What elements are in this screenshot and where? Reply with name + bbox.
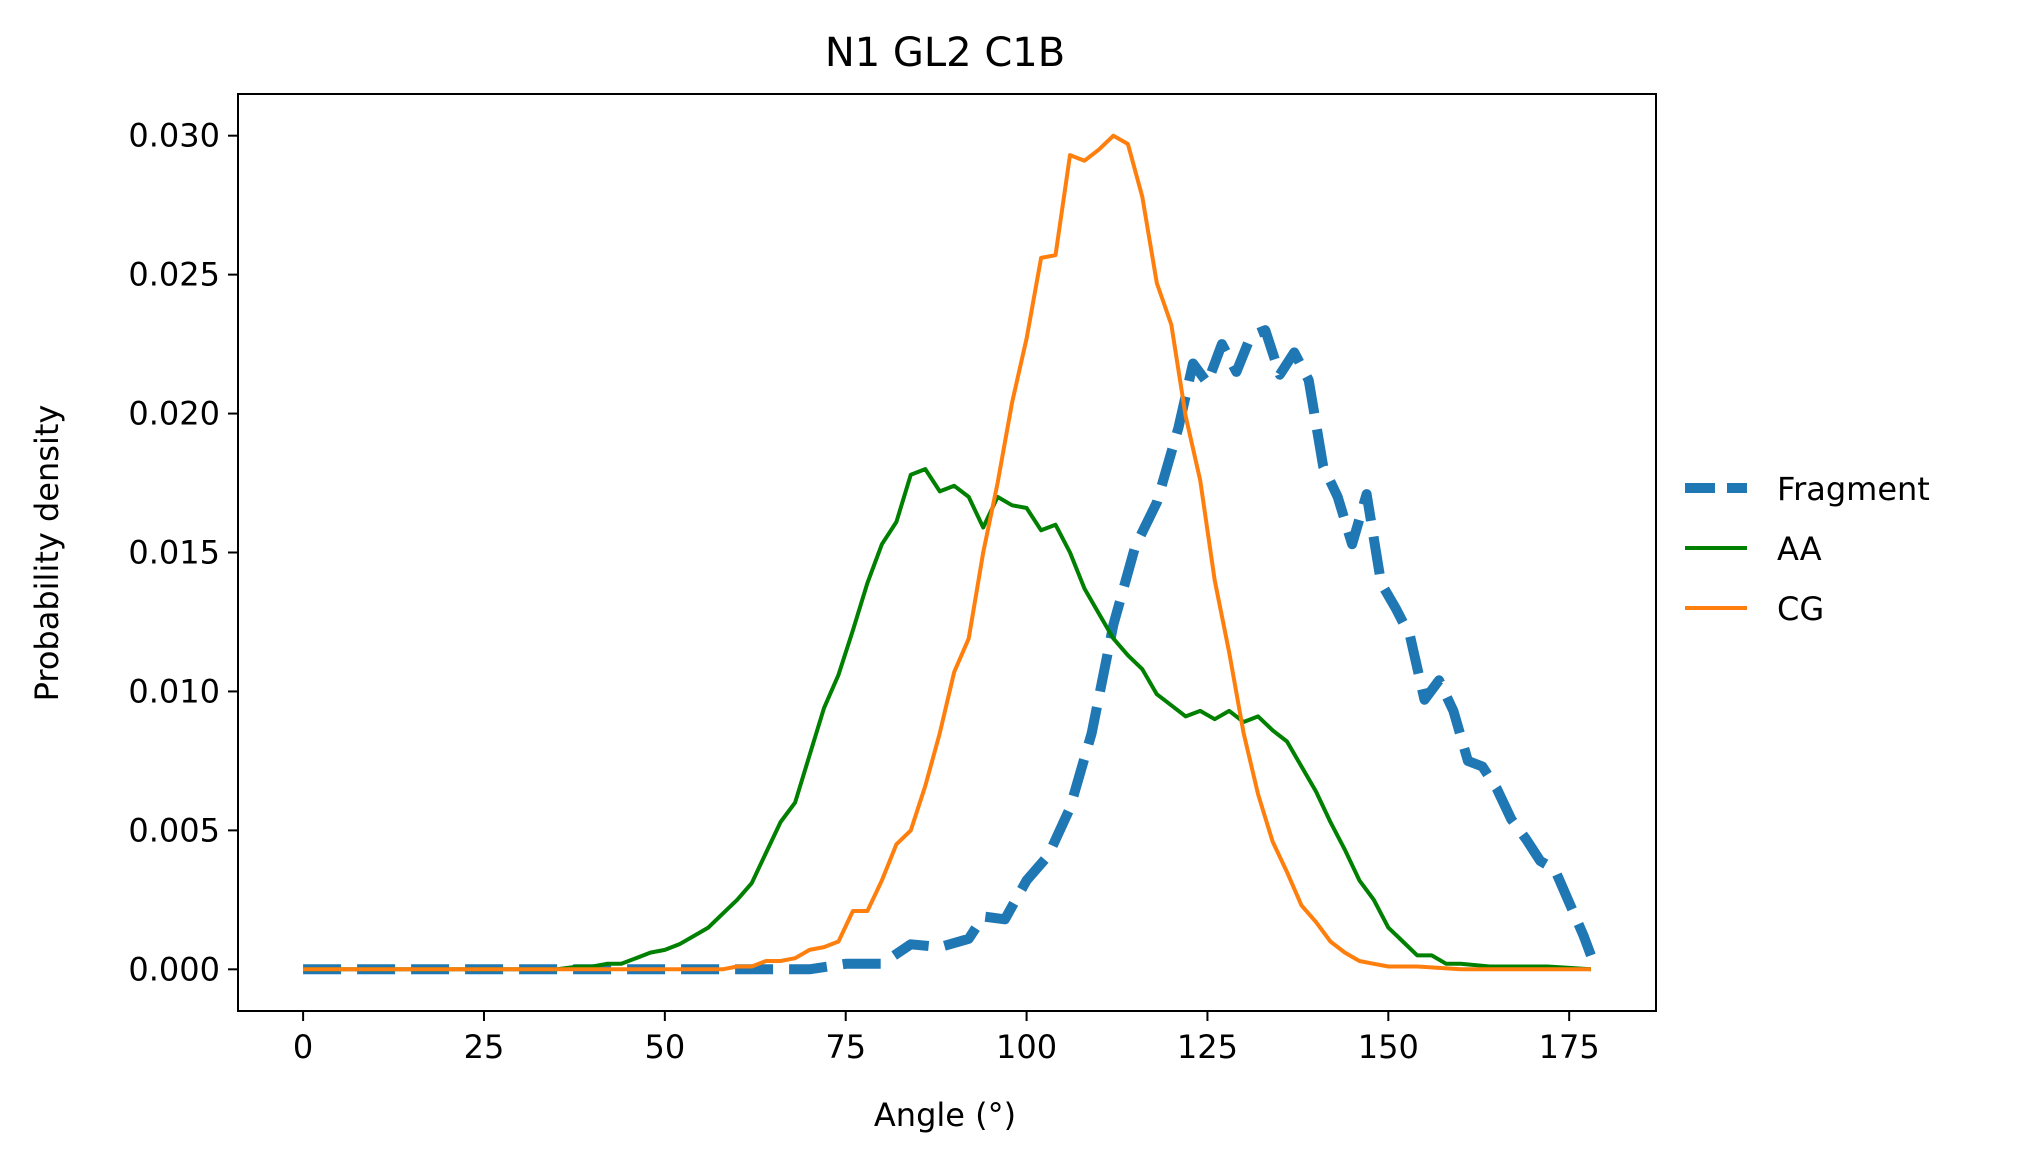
x-axis: 0 25 50 75 100 125 150 175 — [293, 1011, 1600, 1066]
legend-label-cg: CG — [1777, 590, 1824, 628]
y-tick-label: 0.015 — [128, 534, 220, 572]
x-tick-label: 75 — [825, 1028, 866, 1066]
y-tick-label: 0.010 — [128, 672, 220, 710]
y-axis-label: Probability density — [28, 405, 66, 702]
series-line-cg — [303, 133, 1591, 972]
series-line-aa — [303, 467, 1592, 972]
y-tick-label: 0.005 — [128, 811, 220, 849]
legend-label-fragment: Fragment — [1777, 470, 1930, 508]
x-tick-label: 25 — [464, 1028, 505, 1066]
series-layer — [303, 133, 1596, 975]
x-tick-label: 150 — [1358, 1028, 1419, 1066]
y-axis: 0.000 0.005 0.010 0.015 0.020 0.025 0.030 — [128, 117, 238, 988]
series-line-fragment — [303, 325, 1596, 975]
x-tick-label: 50 — [644, 1028, 685, 1066]
y-tick-label: 0.030 — [128, 117, 220, 155]
x-tick-label: 125 — [1177, 1028, 1238, 1066]
x-tick-label: 100 — [996, 1028, 1057, 1066]
legend-label-aa: AA — [1777, 530, 1822, 568]
y-tick-label: 0.020 — [128, 395, 220, 433]
chart-title: N1 GL2 C1B — [825, 30, 1065, 76]
legend: Fragment AA CG — [1685, 470, 1930, 628]
y-tick-label: 0.000 — [128, 950, 220, 988]
x-tick-label: 175 — [1539, 1028, 1600, 1066]
x-axis-label: Angle (°) — [874, 1096, 1016, 1134]
x-tick-label: 0 — [293, 1028, 313, 1066]
y-tick-label: 0.025 — [128, 256, 220, 294]
